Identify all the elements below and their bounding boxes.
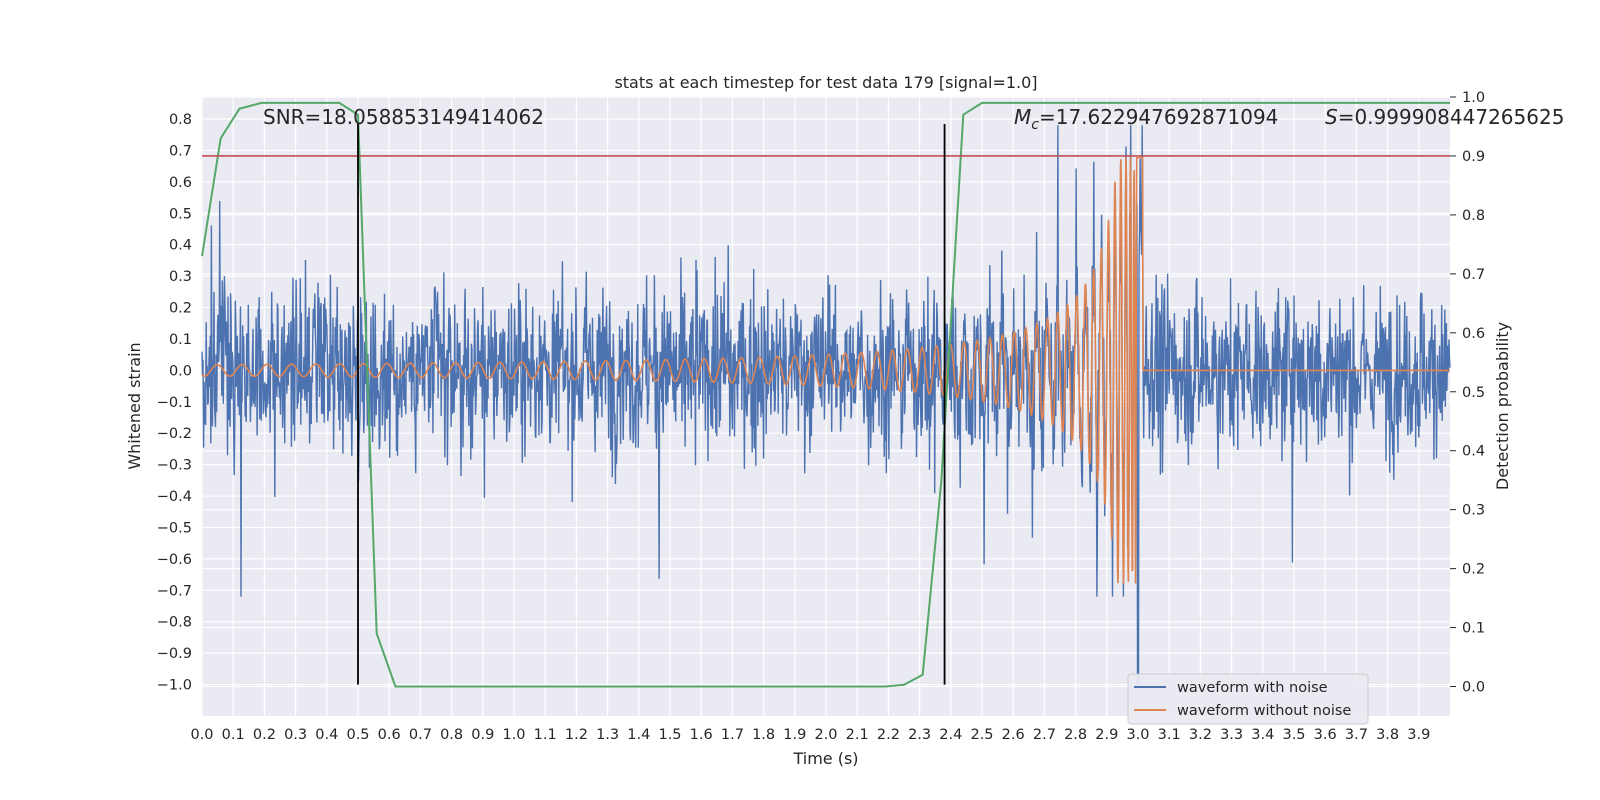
x-tick-label: 2.0 [814, 727, 837, 743]
x-tick-label: 3.3 [1220, 727, 1243, 743]
y-tick-label: −0.5 [157, 520, 192, 536]
x-tick-label: 2.6 [1002, 727, 1025, 743]
x-tick-label: 2.1 [846, 727, 869, 743]
x-tick-label: 1.4 [627, 727, 650, 743]
y2-tick-label: 0.0 [1462, 680, 1485, 696]
chart-overlays [202, 124, 1450, 685]
score-annotation: S=0.999908447265625 [1325, 105, 1564, 129]
y-tick-label: −0.4 [157, 489, 192, 505]
x-tick-label: 1.1 [534, 727, 557, 743]
x-tick-label: 3.7 [1345, 727, 1368, 743]
x-tick-label: 2.2 [877, 727, 900, 743]
y-tick-label: 0.1 [169, 332, 192, 348]
x-tick-label: 1.5 [658, 727, 681, 743]
x-tick-label: 0.1 [222, 727, 245, 743]
legend-box [1127, 673, 1369, 725]
x-tick-label: 3.0 [1126, 727, 1149, 743]
x-tick-label: 3.6 [1314, 727, 1337, 743]
legend: waveform with noise waveform without noi… [1127, 673, 1369, 725]
x-axis-label: Time (s) [792, 749, 858, 768]
y2-tick-label: 0.3 [1462, 503, 1485, 519]
y-tick-label: 0.5 [169, 206, 192, 222]
y-tick-label: −0.9 [157, 646, 192, 662]
x-tick-label: 0.4 [315, 727, 338, 743]
y-tick-label: 0.3 [169, 269, 192, 285]
x-tick-label: 3.4 [1251, 727, 1274, 743]
x-tick-label: 3.9 [1407, 727, 1430, 743]
x-tick-label: 2.3 [908, 727, 931, 743]
y2-tick-label: 0.9 [1462, 149, 1485, 165]
x-tick-label: 1.6 [690, 727, 713, 743]
x-tick-label: 3.5 [1282, 727, 1305, 743]
x-tick-label: 2.4 [939, 727, 962, 743]
line-waveform-with-noise [201, 125, 1451, 686]
x-tick-label: 1.3 [596, 727, 619, 743]
y-tick-label: 0.4 [169, 238, 192, 254]
x-tick-label: 1.7 [721, 727, 744, 743]
series-waveform-with-noise [201, 125, 1451, 686]
series-detection-probability [201, 101, 1450, 688]
x-tick-label: 3.8 [1376, 727, 1399, 743]
x-tick-label: 0.7 [409, 727, 432, 743]
x-tick-label: 2.9 [1095, 727, 1118, 743]
y2-tick-label: 1.0 [1462, 90, 1485, 106]
s-symbol: S [1325, 105, 1338, 129]
series-waveform-without-noise [201, 157, 1450, 584]
y-tick-label: 0.7 [169, 143, 192, 159]
y-tick-label: −0.3 [157, 458, 192, 474]
mc-subscript: c [1031, 117, 1039, 133]
y2-tick-label: 0.4 [1462, 444, 1485, 460]
y-tick-label: 0.8 [169, 112, 192, 128]
y-tick-label: 0.6 [169, 175, 192, 191]
mc-symbol: M [1014, 105, 1031, 129]
y-axis-label: Whitened strain [125, 342, 144, 469]
chart-title: stats at each timestep for test data 179… [614, 73, 1037, 92]
y-tick-label: 0.0 [169, 363, 192, 379]
x-axis-ticks: 0.0 0.1 0.2 0.3 0.4 0.5 0.6 0.7 0.8 0.9 1.0 1.1 1.2 1… [190, 727, 1430, 743]
y-axis-ticks: 0.8 0.7 0.6 0.5 0.4 0.3 0.2 0.1 0.0 −0.1 −0.2 −0.3 −… [157, 112, 192, 694]
x-tick-label: 0.6 [378, 727, 401, 743]
y2-tick-label: 0.7 [1462, 267, 1485, 283]
legend-label-clean: waveform without noise [1177, 703, 1351, 719]
x-tick-label: 1.8 [752, 727, 775, 743]
line-detection-probability [201, 101, 1450, 688]
y-tick-label: −0.1 [157, 395, 192, 411]
x-tick-label: 0.3 [284, 727, 307, 743]
x-tick-label: 0.9 [471, 727, 494, 743]
y2-axis-label: Detection probability [1493, 322, 1512, 490]
x-tick-label: 2.7 [1033, 727, 1056, 743]
y-tick-label: −1.0 [157, 678, 192, 694]
x-tick-label: 0.8 [440, 727, 463, 743]
y-tick-label: −0.7 [157, 583, 192, 599]
x-tick-label: 2.8 [1064, 727, 1087, 743]
y-tick-label: −0.8 [157, 615, 192, 631]
y-tick-label: 0.2 [169, 301, 192, 317]
legend-label-noise: waveform with noise [1177, 680, 1328, 696]
y-tick-label: −0.6 [157, 552, 192, 568]
y2-tick-label: 0.2 [1462, 562, 1485, 578]
mc-value: =17.622947692871094 [1039, 105, 1278, 129]
x-tick-label: 0.0 [190, 727, 213, 743]
y2-tick-label: 0.6 [1462, 326, 1485, 342]
y2-tick-label: 0.8 [1462, 208, 1485, 224]
y2-tick-label: 0.5 [1462, 385, 1485, 401]
y-tick-label: −0.2 [157, 426, 192, 442]
x-tick-label: 0.2 [253, 727, 276, 743]
x-tick-label: 1.9 [783, 727, 806, 743]
y2-tick-label: 0.1 [1462, 621, 1485, 637]
x-tick-label: 2.5 [970, 727, 993, 743]
s-value: =0.999908447265625 [1338, 105, 1565, 129]
x-tick-label: 3.2 [1189, 727, 1212, 743]
x-tick-label: 0.5 [346, 727, 369, 743]
line-waveform-without-noise [201, 157, 1450, 584]
x-tick-label: 1.2 [565, 727, 588, 743]
x-tick-label: 1.0 [502, 727, 525, 743]
x-tick-label: 3.1 [1158, 727, 1181, 743]
y2-axis-ticks: 1.0 0.9 0.8 0.7 0.6 0.5 0.4 0.3 0.2 0.1 0.0 [1450, 90, 1485, 696]
chirp-mass-annotation: Mc=17.622947692871094 [1014, 105, 1278, 133]
snr-annotation: SNR=18.058853149414062 [263, 105, 544, 129]
